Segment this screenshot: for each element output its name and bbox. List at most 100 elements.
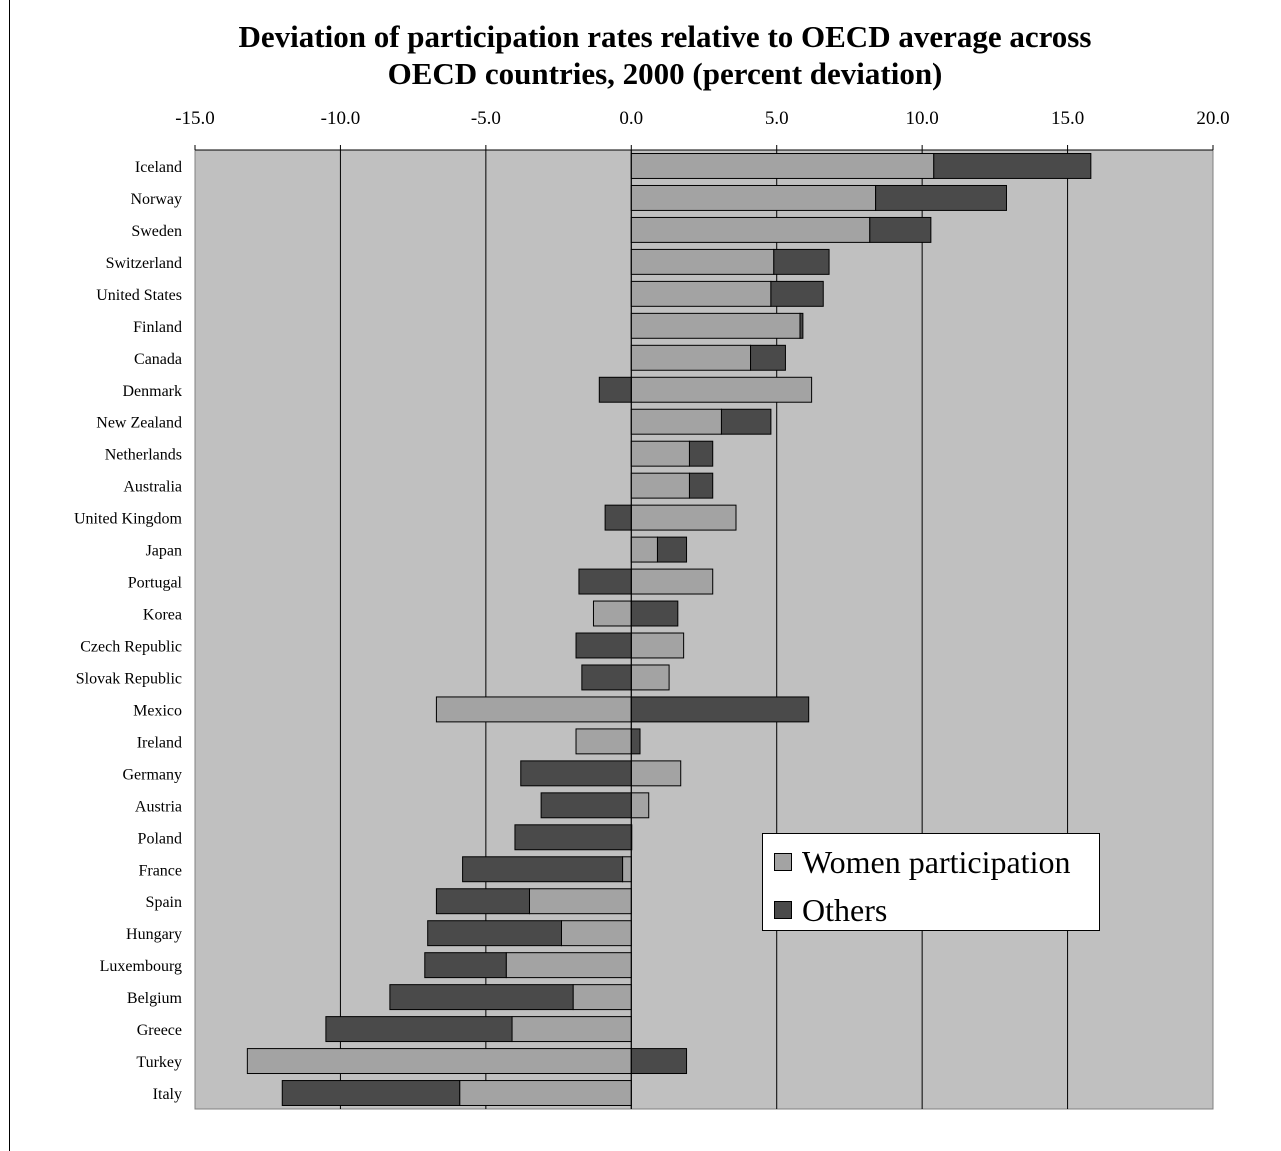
category-label: Portugal [128,575,183,592]
category-label: Netherlands [105,447,182,464]
bar-women-participation [630,153,935,179]
category-label: Ireland [137,734,182,751]
bar-others [281,1080,461,1106]
bar-others [750,344,786,371]
legend-item-others: Others [774,890,887,930]
bar-women-participation [630,184,877,211]
bar-women-participation [528,888,632,915]
category-label: Italy [153,1086,182,1103]
category-label: Norway [130,191,182,208]
bar-others [773,248,830,275]
bar-others [581,664,632,691]
chart-title-line-2: OECD countries, 2000 (percent deviation) [387,56,943,91]
category-label: Korea [143,607,182,624]
bar-women-participation [505,952,632,979]
category-label: Canada [134,351,182,368]
bar-others [435,888,530,915]
x-tick-label: 0.0 [619,108,643,129]
x-tick-label: 10.0 [906,108,939,129]
bar-others [630,600,679,627]
bar-women-participation [630,472,690,499]
category-label: Austria [135,798,182,815]
category-label: Germany [122,766,182,783]
chart-title: Deviation of participation rates relativ… [160,18,1170,92]
bar-others [389,984,574,1011]
legend: Women participation Others [762,833,1100,931]
bar-others [578,568,632,595]
bar-women-participation [622,856,632,883]
bar-others [462,856,624,883]
bar-others [933,153,1092,179]
bar-others [799,312,804,339]
bar-women-participation [575,728,632,755]
bar-others [424,952,507,979]
chart-title-line-1: Deviation of participation rates relativ… [238,19,1092,54]
bar-women-participation [560,920,632,947]
bar-others [630,728,641,755]
category-label: Japan [146,543,182,560]
x-tick-label: -5.0 [471,108,501,129]
bar-women-participation [630,536,658,563]
bar-women-participation [630,216,871,243]
bar-others [720,408,772,435]
x-axis: -15.0 -10.0 -5.0 0.0 5.0 10.0 15.0 20.0 [175,108,1230,1109]
x-tick-label: 20.0 [1196,108,1229,129]
bar-others [656,536,688,563]
bar-others [540,792,632,819]
bar-women-participation [630,408,722,435]
category-label: Australia [123,479,182,496]
x-tick-label: 15.0 [1051,108,1084,129]
bar-others [514,824,632,851]
legend-label-women: Women participation [802,843,1071,880]
category-label: Spain [146,894,182,911]
category-label: Denmark [122,383,182,400]
category-label: Iceland [135,159,182,176]
bar-others [520,760,632,787]
legend-item-women: Women participation [774,842,1070,882]
bar-others [688,472,714,499]
bar-others [575,632,632,659]
category-label: Poland [138,830,182,847]
category-label: Luxembourg [100,958,182,975]
bar-women-participation [572,984,632,1011]
bar-others [630,1048,688,1075]
bar-others [770,280,824,307]
legend-swatch-women [774,853,792,871]
category-label: Sweden [131,223,182,240]
legend-label-others: Others [802,891,888,928]
bar-others [427,920,562,947]
x-tick-label: -15.0 [175,108,215,129]
category-label: United Kingdom [74,511,183,528]
bar-others [630,696,810,723]
bar-women-participation [630,664,670,691]
y-axis-labels: Iceland Norway Sweden Switzerland United Sta… [74,159,183,1103]
bar-women-participation [630,344,752,371]
category-label: United States [96,287,182,304]
bar-others [598,376,632,403]
x-tick-label: -10.0 [321,108,361,129]
bar-others [604,504,632,531]
bars [246,153,1092,1106]
bar-women-participation [592,600,632,627]
category-label: Mexico [133,702,182,719]
bar-women-participation [459,1080,632,1106]
bar-women-participation [630,568,714,595]
plot-area [194,149,1214,1110]
bar-women-participation [630,760,682,787]
category-label: Switzerland [106,255,182,272]
category-label: Belgium [127,990,183,1007]
bar-others [869,216,932,243]
category-label: Czech Republic [80,638,182,655]
bar-women-participation [630,792,650,819]
bar-women-participation [630,280,772,307]
bar-women-participation [511,1016,632,1043]
category-label: Finland [133,319,182,336]
legend-swatch-others [774,901,792,919]
x-tick-label: 5.0 [765,108,789,129]
category-label: Slovak Republic [76,670,182,687]
page-left-rule [9,0,10,1151]
bar-women-participation [630,376,813,403]
bar-others [325,1016,513,1043]
